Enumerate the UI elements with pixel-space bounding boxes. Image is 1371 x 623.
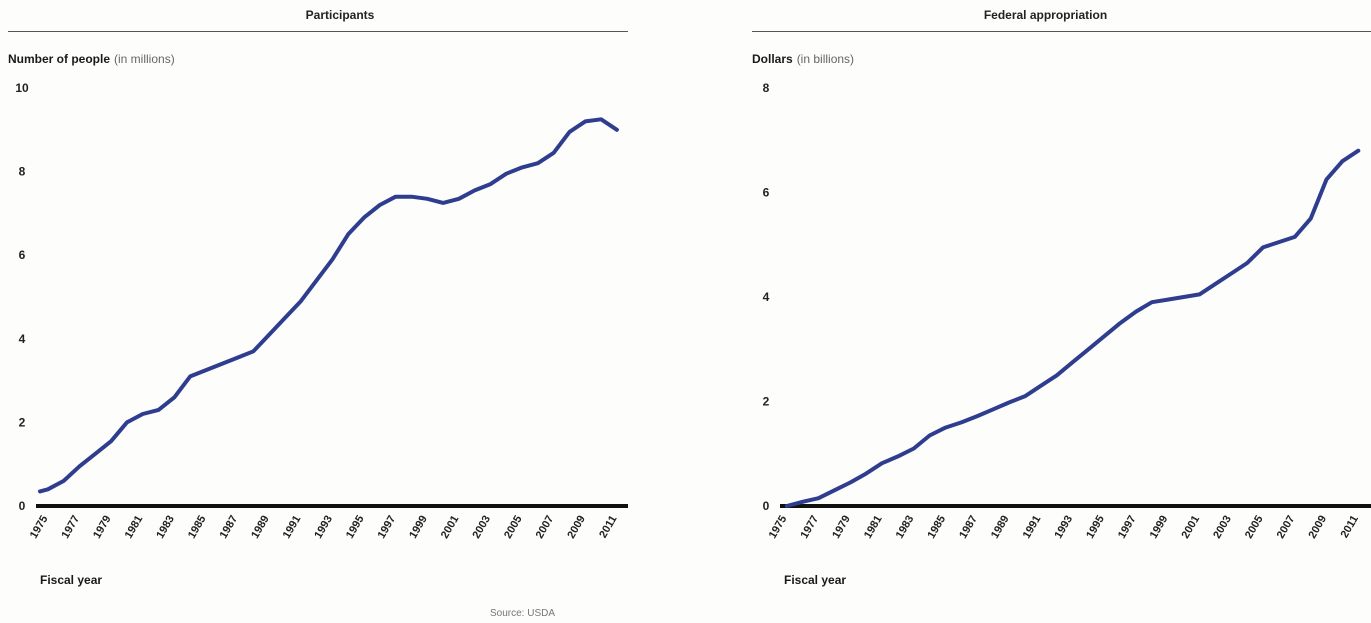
x-tick-label: 1983	[894, 514, 917, 541]
x-tick-label: 1985	[925, 514, 948, 541]
x-tick-label: 1975	[767, 514, 790, 541]
x-tick-label: 1991	[1021, 514, 1044, 541]
source-note: Source: USDA	[490, 608, 556, 619]
x-tick-label: 2009	[1307, 514, 1330, 541]
x-axis-label: Fiscal year	[784, 573, 847, 587]
series-line	[784, 148, 1361, 508]
x-tick-label: 2003	[470, 514, 493, 541]
x-tick-label: 1977	[59, 514, 82, 541]
x-tick-label: 1997	[1116, 514, 1139, 541]
y-axis-label-text: Dollars	[752, 52, 793, 66]
x-tick-label: 1987	[218, 514, 241, 541]
y-tick-label: 2	[763, 395, 770, 409]
chart-title: Federal appropriation	[983, 8, 1108, 22]
y-axis-label: Dollars (in billions)	[752, 52, 854, 66]
y-tick-label: 2	[19, 415, 26, 429]
x-tick-label: 1995	[1084, 514, 1107, 541]
x-tick-label: 1979	[91, 514, 114, 541]
chart-title: Participants	[305, 8, 375, 22]
x-tick-label: 1989	[249, 514, 272, 541]
x-tick-label: 2007	[1275, 514, 1298, 541]
x-axis-label: Fiscal year	[40, 573, 103, 587]
y-tick-label: 8	[763, 81, 770, 95]
x-tick-label: 1995	[344, 514, 367, 541]
y-tick-label: 4	[19, 332, 26, 346]
x-tick-label: 1975	[28, 514, 51, 541]
y-tick-label: 0	[19, 499, 26, 513]
x-tick-label: 2009	[565, 514, 588, 541]
x-tick-label: 1999	[1148, 514, 1171, 541]
title-rule	[8, 31, 628, 32]
x-tick-label: 2001	[439, 514, 462, 541]
y-axis-unit: (in billions)	[796, 52, 855, 66]
y-tick-label: 4	[763, 290, 770, 304]
x-tick-label: 2005	[1243, 514, 1266, 541]
participants-panel: Participants Number of people (in million…	[0, 0, 680, 623]
appropriation-panel: Federal appropriation Dollars (in billion…	[700, 0, 1371, 623]
x-tick-label: 1981	[123, 514, 146, 541]
y-tick-label: 6	[763, 186, 770, 200]
x-tick-label: 1977	[798, 514, 821, 541]
x-tick-label: 1985	[186, 514, 209, 541]
x-tick-label: 1983	[154, 514, 177, 541]
x-tick-label: 2007	[534, 514, 557, 541]
y-tick-label: 0	[763, 499, 770, 513]
x-tick-label: 1981	[862, 514, 885, 541]
y-tick-label: 6	[19, 248, 26, 262]
y-axis-label: Number of people (in millions)	[8, 52, 175, 66]
x-tick-label: 1993	[1052, 514, 1075, 541]
x-tick-label: 2001	[1180, 514, 1203, 541]
x-tick-label: 2011	[1339, 514, 1361, 541]
y-axis-label-text: Number of people	[8, 52, 111, 66]
x-tick-label: 2003	[1211, 514, 1234, 541]
x-tick-label: 1993	[312, 514, 335, 541]
x-tick-label: 2005	[502, 514, 525, 541]
x-tick-label: 1991	[281, 514, 304, 541]
y-axis-unit: (in millions)	[114, 52, 175, 66]
appropriation-chart: 0 2 4 6 8 1975 1977 1979 1981 1983 1985 1987 1989 199…	[763, 81, 1371, 541]
series-line	[38, 117, 619, 494]
x-tick-label: 1999	[407, 514, 430, 541]
participants-chart: 0 2 4 6 8 10 1975 1977 1979 1981 1983 1985 1987 1989 1…	[15, 81, 628, 541]
x-tick-label: 2011	[597, 514, 619, 541]
title-rule	[752, 31, 1371, 32]
x-tick-label: 1997	[376, 514, 399, 541]
x-tick-label: 1987	[957, 514, 980, 541]
x-tick-label: 1979	[830, 514, 853, 541]
x-tick-label: 1989	[989, 514, 1012, 541]
y-tick-label: 10	[15, 81, 29, 95]
y-tick-label: 8	[19, 165, 26, 179]
